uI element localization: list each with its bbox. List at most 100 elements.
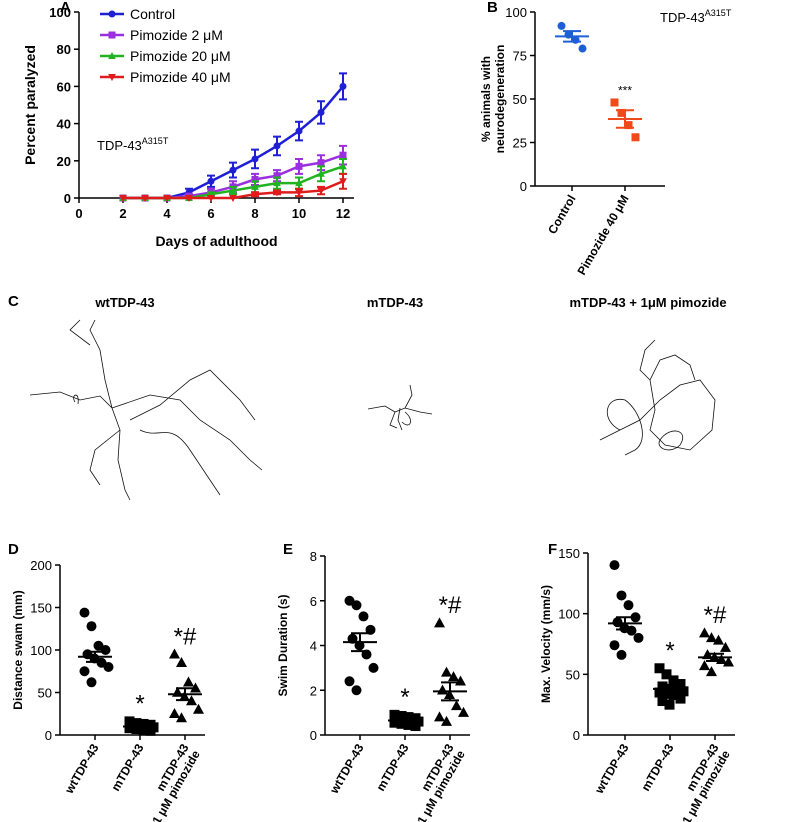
marker [448, 671, 459, 682]
sem-bar [441, 681, 459, 702]
marker [317, 187, 325, 195]
marker [617, 108, 626, 117]
marker [654, 663, 665, 674]
marker [668, 689, 679, 700]
y-axis-label: Distance swam (mm) [11, 590, 25, 709]
marker [610, 98, 619, 107]
y-tick-label: 80 [57, 42, 71, 57]
marker [351, 685, 362, 696]
trajectory-title: wtTDP-43 [94, 295, 154, 310]
y-tick-label: 8 [310, 549, 317, 564]
significance: * [665, 637, 674, 664]
marker [631, 133, 640, 142]
y-tick-label: 6 [310, 594, 317, 609]
marker [633, 632, 644, 643]
annotation: TDP-43A315T [97, 136, 169, 153]
marker [193, 703, 204, 714]
marker [295, 189, 303, 197]
marker [273, 189, 281, 197]
y-tick-label: 25 [513, 136, 527, 151]
panel-letter: A [60, 0, 71, 16]
annotation-text: TDP-43 [97, 138, 142, 153]
marker [295, 127, 303, 135]
marker [403, 719, 414, 730]
sem-bar [616, 616, 634, 631]
y-axis-label-line: % animals with [479, 56, 493, 142]
y-axis-label: Swim Duration (s) [276, 594, 290, 696]
marker [434, 617, 445, 628]
y-tick-label: 4 [310, 639, 317, 654]
y-axis-label: Max. Velocity (mm/s) [539, 585, 553, 703]
marker [434, 711, 445, 722]
y-tick-label: 60 [57, 79, 71, 94]
panel-letter: F [548, 541, 557, 558]
y-tick-label: 50 [513, 92, 527, 107]
marker [185, 195, 193, 203]
legend-marker [108, 74, 116, 82]
marker [229, 166, 237, 174]
marker [251, 182, 259, 190]
panel-letter: B [487, 0, 498, 16]
y-tick-label: 0 [573, 728, 580, 743]
marker [368, 662, 379, 673]
x-tick-label-line: mTDP-43 [108, 741, 146, 793]
marker [720, 641, 731, 652]
marker [675, 693, 686, 704]
marker [339, 82, 347, 90]
x-tick-label: wtTDP-43 [592, 741, 632, 796]
y-tick-label: 40 [57, 117, 71, 132]
marker [441, 715, 452, 726]
x-tick-label: 4 [163, 206, 171, 221]
marker [723, 656, 734, 667]
trajectory-pim [599, 339, 716, 456]
marker [229, 186, 237, 194]
y-axis-label-line: Max. Velocity (mm/s) [539, 585, 553, 703]
significance: *# [174, 623, 197, 650]
x-tick-label-line: mTDP-43 [373, 741, 411, 793]
annotation-sup: A315T [142, 136, 169, 146]
marker [229, 195, 237, 203]
sem-bar [563, 30, 581, 43]
sem-bar [86, 650, 104, 663]
y-axis-label: % animals withneurodegeneration [479, 45, 507, 154]
x-tick-label: 12 [336, 206, 350, 221]
panel-letter: E [283, 541, 293, 558]
marker [339, 151, 347, 159]
marker [389, 717, 400, 728]
marker [169, 708, 180, 718]
legend-marker [108, 31, 116, 39]
x-tick-label: 2 [119, 206, 126, 221]
y-tick-label: 2 [310, 683, 317, 698]
y-tick-label: 0 [310, 728, 317, 743]
x-tick-label: mTDP-43 [108, 741, 146, 793]
marker [86, 677, 97, 688]
marker [317, 159, 325, 167]
trajectory-title: mTDP-43 [367, 295, 423, 310]
marker [678, 686, 689, 697]
x-tick-label-line: Control [545, 193, 578, 237]
x-tick-label: 10 [292, 206, 306, 221]
x-tick-label: Control [545, 193, 578, 237]
marker [79, 666, 90, 677]
marker [557, 21, 566, 30]
legend-marker [108, 51, 116, 59]
significance: *** [618, 83, 632, 97]
significance: *# [704, 602, 727, 629]
marker [699, 660, 710, 671]
marker [664, 699, 675, 710]
y-tick-label: 20 [57, 154, 71, 169]
y-tick-label: 100 [30, 643, 52, 658]
x-tick-label: wtTDP-43 [62, 741, 102, 796]
marker [251, 175, 259, 183]
trajectory-m [367, 384, 433, 431]
sem-bar [351, 632, 369, 653]
panel-letter: D [8, 541, 19, 558]
marker [661, 688, 672, 699]
marker [176, 657, 187, 667]
x-tick-label-line: Pimozide 40 μM [574, 192, 631, 277]
trajectory-wt [29, 319, 263, 501]
sem-bar [616, 109, 634, 129]
marker [668, 675, 679, 686]
marker [169, 648, 180, 659]
marker [339, 162, 347, 170]
